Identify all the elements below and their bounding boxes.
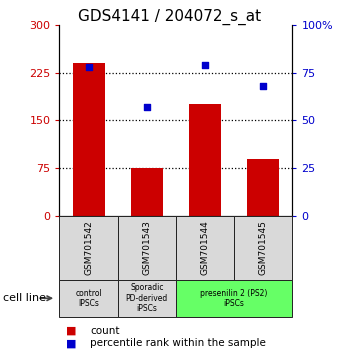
Text: Sporadic
PD-derived
iPSCs: Sporadic PD-derived iPSCs [126,283,168,313]
Text: count: count [90,326,120,336]
Bar [176,216,234,280]
Text: presenilin 2 (PS2)
iPSCs: presenilin 2 (PS2) iPSCs [201,289,268,308]
Bar [131,168,163,216]
Point [86,64,91,70]
Bar [59,280,118,317]
Point [144,104,150,110]
Text: cell line: cell line [3,293,46,303]
Bar [247,159,279,216]
Point [202,62,208,68]
Text: GDS4141 / 204072_s_at: GDS4141 / 204072_s_at [79,9,261,25]
Bar [176,280,292,317]
Text: percentile rank within the sample: percentile rank within the sample [90,338,266,348]
Text: ■: ■ [66,326,77,336]
Point [260,83,266,89]
Text: GSM701542: GSM701542 [84,221,93,275]
Bar [73,63,105,216]
Text: GSM701544: GSM701544 [201,221,209,275]
Text: ■: ■ [66,338,77,348]
Bar [189,104,221,216]
Text: GSM701543: GSM701543 [142,220,151,275]
Bar [234,216,292,280]
Bar [118,280,176,317]
Text: control
IPSCs: control IPSCs [75,289,102,308]
Text: GSM701545: GSM701545 [259,220,268,275]
Bar [59,216,118,280]
Bar [118,216,176,280]
